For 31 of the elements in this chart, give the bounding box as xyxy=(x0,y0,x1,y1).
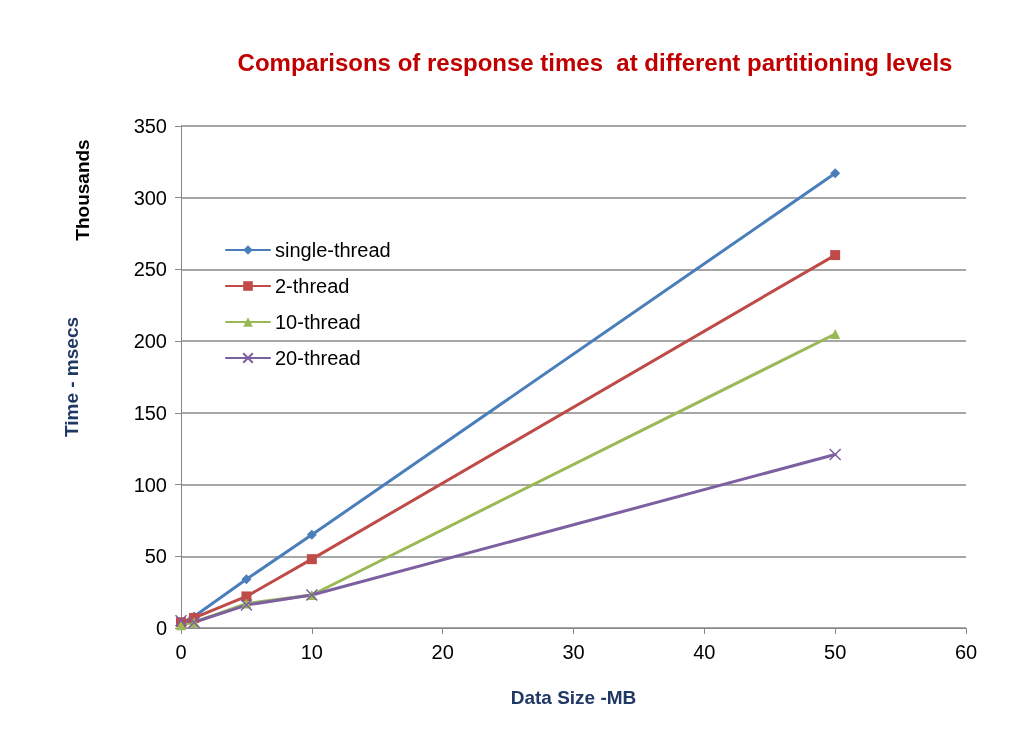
point xyxy=(830,328,841,339)
point xyxy=(306,554,317,565)
legend-label: 10-thread xyxy=(275,311,361,333)
y-tick-label: 150 xyxy=(133,401,167,424)
y-axis-title: Time - msecs xyxy=(61,316,82,438)
y-tick-label: 350 xyxy=(133,115,167,137)
y-tick-label: 0 xyxy=(155,617,167,639)
x-tick-label: 40 xyxy=(693,641,716,663)
x-axis-title: Data Size -MB xyxy=(510,687,637,708)
point xyxy=(306,529,317,540)
point xyxy=(830,250,841,261)
y-tick-label: 100 xyxy=(133,473,167,496)
x-tick-label: 0 xyxy=(175,641,187,663)
text: Thousands xyxy=(71,139,93,241)
legend-label: 20-thread xyxy=(275,347,361,369)
point xyxy=(241,591,252,602)
legend-label: single-thread xyxy=(275,239,391,261)
x-tick-label: 10 xyxy=(300,641,323,663)
x-tick-label: 60 xyxy=(954,641,978,663)
x-tick-label: 30 xyxy=(562,641,585,663)
x-tick-label: 50 xyxy=(824,641,847,663)
y-tick-label: 300 xyxy=(133,186,167,209)
chart-title: Comparisons of response times at different partitioning levels xyxy=(237,48,953,76)
legend-label: 2-thread xyxy=(275,275,350,297)
point xyxy=(241,574,252,585)
x-tick-label: 20 xyxy=(431,641,454,663)
y-tick-label: 250 xyxy=(133,258,167,281)
point xyxy=(830,168,841,179)
point xyxy=(828,448,842,461)
y-tick-label: 200 xyxy=(133,330,167,353)
y-tick-label: 50 xyxy=(144,545,167,568)
